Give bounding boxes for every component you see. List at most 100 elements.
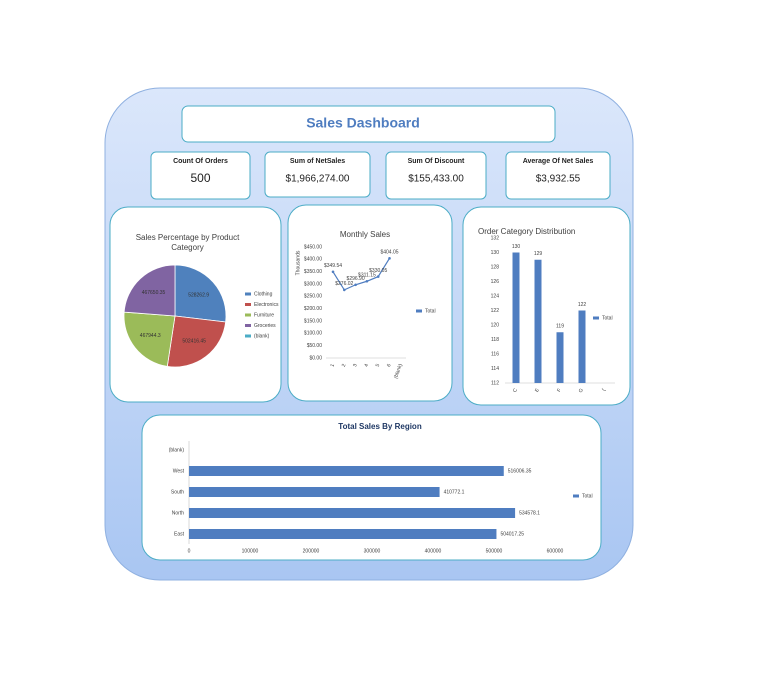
y-tick-label: South (171, 489, 184, 495)
pie-slice (123, 311, 176, 367)
kpi-label: Sum Of Discount (408, 158, 465, 165)
x-tick-label: 200000 (303, 548, 320, 554)
x-tick-label: 5 (375, 363, 382, 368)
y-tick-label: 122 (491, 308, 500, 314)
bar (556, 332, 564, 383)
data-label: 129 (534, 251, 543, 257)
x-tick-label: 400000 (425, 548, 442, 554)
kpi-box (150, 151, 251, 200)
kpi-value: $1,966,274.00 (286, 174, 350, 185)
kpi-label: Average Of Net Sales (523, 158, 594, 165)
y-tick-label: $50.00 (307, 343, 323, 349)
x-tick-label: 1 (330, 363, 337, 368)
y-tick-label: 120 (491, 322, 500, 328)
y-tick-label: $0.00 (309, 355, 322, 361)
x-tick-label: 300000 (364, 548, 381, 554)
bar (189, 508, 516, 518)
x-tick-label: ( (601, 387, 607, 392)
title-box (181, 105, 556, 143)
y-tick-label: $300.00 (304, 281, 322, 287)
y-tick-label: 116 (491, 351, 499, 357)
bar (189, 529, 497, 539)
y-tick-label: 124 (491, 293, 500, 299)
line-point (365, 279, 369, 283)
y-tick-label: $150.00 (304, 318, 322, 324)
legend-swatch (245, 334, 251, 338)
dashboard-title: Sales Dashboard (306, 115, 420, 131)
y-tick-label: 126 (491, 279, 500, 285)
x-tick-label: 2 (341, 363, 348, 368)
x-tick-label: 3 (352, 363, 359, 368)
line-point (331, 270, 335, 274)
line-point (388, 257, 391, 260)
data-label: 516006.35 (508, 468, 532, 474)
y-tick-label: $450.00 (304, 244, 322, 250)
pie-slice (166, 315, 227, 368)
pie-slice (123, 264, 176, 317)
legend-label: Total (582, 493, 593, 499)
y-tick-label: East (174, 531, 185, 537)
y-tick-label: $200.00 (304, 306, 322, 312)
chart-title-wrap: Sales Percentage by Product Category (136, 233, 240, 252)
chart-title: Monthly Sales (339, 230, 391, 239)
legend-label: Electronics (254, 302, 279, 308)
y-tick-label: $350.00 (304, 269, 322, 275)
bar (189, 487, 440, 497)
data-label: 130 (512, 244, 521, 250)
kpi-value: $155,433.00 (408, 174, 464, 185)
y-tick-label: $250.00 (304, 294, 322, 300)
data-label: $276.02 (335, 281, 353, 287)
data-label: $349.54 (324, 263, 342, 269)
data-label: 502416.45 (182, 338, 206, 344)
x-tick-label: F (556, 388, 563, 394)
kpi-label: Sum of NetSales (290, 158, 345, 165)
line-series (332, 258, 391, 291)
x-tick-label: G (578, 388, 585, 394)
x-tick-label: 6 (386, 363, 393, 368)
y-tick-label: $100.00 (304, 331, 322, 337)
legend-label: Clothing (254, 291, 273, 297)
kpi-box (264, 151, 371, 198)
x-tick-label: (blank) (393, 363, 404, 380)
data-label: 467944.3 (140, 333, 161, 339)
line-point (354, 283, 357, 287)
x-tick-label: E (534, 387, 541, 393)
chart-title-wrap: Order Category Distribution (478, 227, 576, 236)
chart-title-wrap: Total Sales By Region (338, 422, 421, 431)
legend-label: Groceries (254, 323, 276, 329)
x-tick-label: 4 (363, 363, 370, 368)
bar-panel (462, 206, 631, 406)
legend-swatch (573, 494, 579, 498)
y-tick-label: 130 (491, 250, 500, 256)
line-point (343, 288, 346, 292)
y-tick-label: 132 (491, 235, 500, 241)
chart-title: Order Category Distribution (478, 227, 576, 236)
data-label: $330.05 (369, 268, 387, 274)
x-tick-label: 0 (188, 548, 191, 554)
legend-swatch (245, 324, 251, 327)
y-tick-label: 118 (491, 337, 499, 343)
line-panel (287, 204, 453, 402)
legend-swatch (245, 303, 251, 306)
bar (578, 310, 586, 383)
data-label: 528262.9 (188, 292, 209, 298)
kpi-label: Count Of Orders (173, 158, 228, 165)
data-label: $311.15 (358, 273, 376, 279)
pie-slice (174, 264, 227, 323)
y-tick-label: (blank) (169, 447, 185, 453)
bar (189, 466, 504, 476)
kpi-value: 500 (190, 171, 210, 185)
legend-swatch (245, 313, 251, 317)
data-label: $296.90 (347, 276, 365, 282)
kpi-box (385, 151, 487, 200)
y-tick-label: $400.00 (304, 257, 322, 263)
bar (534, 259, 542, 383)
x-tick-label: 500000 (486, 548, 503, 554)
x-tick-label: 600000 (547, 548, 564, 554)
legend-swatch (593, 316, 599, 320)
line-point (376, 275, 380, 278)
data-label: 410772.1 (444, 489, 465, 495)
data-label: 504017.25 (500, 531, 524, 537)
